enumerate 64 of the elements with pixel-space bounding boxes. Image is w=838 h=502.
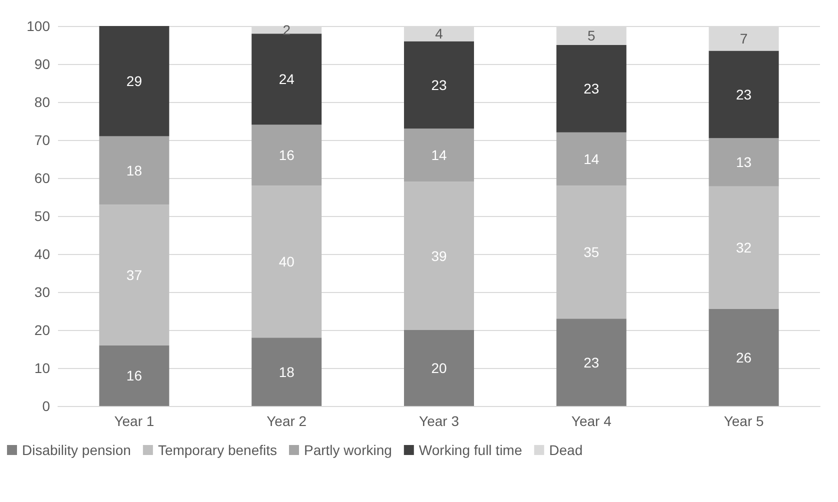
data-label: 35 xyxy=(584,244,600,260)
y-tick-label: 50 xyxy=(34,208,50,224)
bar xyxy=(556,186,626,319)
legend-label: Dead xyxy=(549,442,583,458)
data-label: 7 xyxy=(740,30,748,46)
data-label: 40 xyxy=(278,254,295,270)
data-label: 13 xyxy=(736,154,752,170)
y-tick-label: 70 xyxy=(34,132,50,148)
data-label: 16 xyxy=(278,147,295,164)
bar xyxy=(99,345,170,406)
bar xyxy=(99,204,170,346)
data-label: 23 xyxy=(736,86,752,102)
y-tick-label: 90 xyxy=(34,56,50,72)
data-label: 23 xyxy=(431,76,447,93)
legend-label: Disability pension xyxy=(22,442,131,458)
data-label: 24 xyxy=(278,71,295,88)
bar xyxy=(252,338,322,406)
data-label: 23 xyxy=(584,354,600,370)
bar xyxy=(708,50,779,138)
y-tick-label: 60 xyxy=(34,170,50,186)
legend-label: Temporary benefits xyxy=(158,442,278,458)
y-tick-label: 10 xyxy=(34,360,50,376)
data-label: 26 xyxy=(736,349,752,366)
data-label: 20 xyxy=(431,360,447,376)
bar xyxy=(708,186,779,309)
bar xyxy=(708,138,779,186)
data-label: 39 xyxy=(431,248,447,264)
data-label: 14 xyxy=(584,151,600,167)
x-tick-label: Year 1 xyxy=(114,413,154,429)
x-tick-label: Year 3 xyxy=(419,413,460,429)
data-label: 37 xyxy=(126,266,142,283)
data-label: 4 xyxy=(435,26,444,42)
data-label: 14 xyxy=(431,147,447,164)
bar xyxy=(404,41,474,129)
y-tick-label: 80 xyxy=(34,94,50,110)
bar xyxy=(556,45,626,132)
y-tick-label: 100 xyxy=(26,18,50,34)
bar xyxy=(556,132,626,186)
data-label: 23 xyxy=(584,80,600,97)
data-label: 18 xyxy=(278,364,295,380)
y-tick-label: 40 xyxy=(34,246,50,262)
bar xyxy=(252,186,322,338)
legend-label: Working full time xyxy=(418,442,522,458)
bar xyxy=(708,308,779,406)
y-tick-label: 0 xyxy=(42,398,50,414)
x-tick-label: Year 4 xyxy=(571,413,612,429)
legend-label: Partly working xyxy=(304,442,392,458)
x-tick-label: Year 2 xyxy=(266,413,307,429)
data-label: 29 xyxy=(126,73,142,90)
data-label: 32 xyxy=(736,240,752,256)
bar xyxy=(99,26,170,136)
x-tick-label: Year 5 xyxy=(724,413,764,429)
y-tick-label: 30 xyxy=(34,284,50,300)
bar xyxy=(404,330,474,406)
data-label: 5 xyxy=(588,28,596,44)
bar xyxy=(252,34,322,125)
y-tick-label: 20 xyxy=(34,322,50,338)
bar xyxy=(556,318,626,406)
data-label: 18 xyxy=(126,162,142,178)
bar xyxy=(404,182,474,330)
bar xyxy=(252,124,322,186)
data-label: 16 xyxy=(126,368,142,384)
bar xyxy=(404,128,474,182)
bar xyxy=(99,136,170,205)
